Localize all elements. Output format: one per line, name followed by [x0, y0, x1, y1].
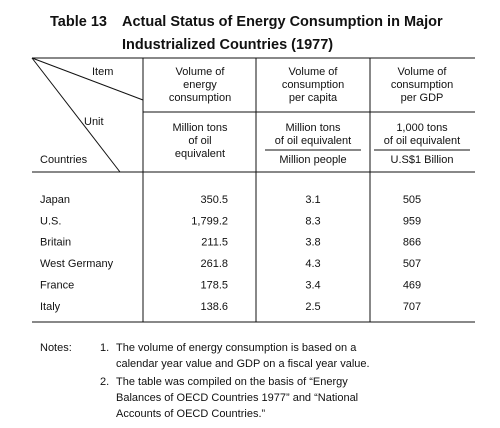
column-header: consumption [282, 79, 344, 91]
column-unit: of oil equivalent [384, 135, 460, 147]
table-cell: 2.5 [305, 301, 320, 313]
table-cell: 178.5 [200, 280, 228, 292]
table-cell: 1,799.2 [191, 215, 228, 227]
table-cell: 138.6 [200, 301, 228, 313]
table-cell: 866 [403, 237, 421, 249]
country-name: Britain [40, 237, 71, 249]
table-number: Table 13 [50, 14, 107, 30]
note-line: Accounts of OECD Countries.” [116, 408, 266, 420]
table-cell: 3.4 [305, 280, 320, 292]
note-line: calendar year value and GDP on a fiscal … [116, 358, 370, 370]
corner-item: Item [92, 66, 113, 78]
corner-diagonal [31, 57, 121, 173]
corner-diagonal [31, 57, 144, 101]
country-name: U.S. [40, 215, 61, 227]
table-cell: 469 [403, 280, 421, 292]
notes-label: Notes: [40, 342, 72, 354]
note-number: 1. [100, 342, 109, 354]
table-cell: 261.8 [200, 258, 228, 270]
column-header: Volume of [289, 66, 339, 78]
column-header: consumption [391, 79, 453, 91]
table-cell: 350.5 [200, 194, 228, 206]
table-cell: 8.3 [305, 215, 320, 227]
note-line: Balances of OECD Countries 1977” and “Na… [116, 392, 358, 404]
note-line: The volume of energy consumption is base… [116, 342, 357, 354]
country-name: West Germany [40, 258, 114, 270]
table-cell: 707 [403, 301, 421, 313]
column-unit: of oil equivalent [275, 135, 351, 147]
column-unit: 1,000 tons [396, 122, 448, 134]
column-header: Volume of [176, 66, 226, 78]
table-cell: 3.8 [305, 237, 320, 249]
column-header: per capita [289, 92, 338, 104]
note-number: 2. [100, 376, 109, 388]
column-unit: equivalent [175, 148, 225, 160]
column-header: Volume of [398, 66, 448, 78]
country-name: France [40, 280, 74, 292]
column-unit: Million tons [172, 122, 228, 134]
table-cell: 4.3 [305, 258, 320, 270]
country-name: Italy [40, 301, 61, 313]
country-name: Japan [40, 194, 70, 206]
column-header: consumption [169, 92, 231, 104]
column-unit: Million tons [285, 122, 341, 134]
column-unit-denominator: Million people [279, 154, 346, 166]
column-unit: of oil [188, 135, 211, 147]
note-line: The table was compiled on the basis of “… [116, 376, 348, 388]
column-unit-denominator: U.S$1 Billion [391, 154, 454, 166]
table-title: Actual Status of Energy Consumption in M… [122, 14, 443, 30]
column-header: per GDP [401, 92, 444, 104]
column-header: energy [183, 79, 217, 91]
corner-unit: Unit [84, 116, 104, 128]
table-cell: 959 [403, 215, 421, 227]
table-title: Industrialized Countries (1977) [122, 37, 333, 53]
corner-countries: Countries [40, 154, 88, 166]
table-cell: 505 [403, 194, 421, 206]
table-cell: 507 [403, 258, 421, 270]
table-cell: 3.1 [305, 194, 320, 206]
table-cell: 211.5 [201, 237, 228, 249]
